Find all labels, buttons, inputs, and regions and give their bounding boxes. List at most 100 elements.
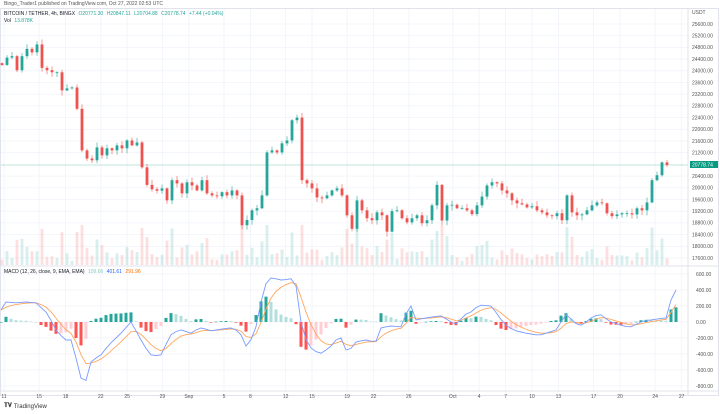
volume-bar [310,249,314,265]
histogram-bar [324,322,328,329]
candle-body [315,188,319,198]
time-tick-label: 4 [478,394,481,400]
candle [235,189,239,200]
histogram-bar [314,322,318,340]
histogram-bar [599,319,603,322]
candle [360,198,364,214]
histogram-value: 109.66 [87,269,104,275]
histogram-bar [219,321,223,322]
volume-bar [400,248,404,265]
histogram-bar [249,322,253,325]
candle-body [215,195,219,197]
volume-bar [415,252,419,265]
candle [55,71,59,78]
candle [190,177,194,191]
candle [340,184,344,198]
candle [115,142,119,155]
symbol-label[interactable]: BITCOIN / TETHER, 4h, BINGX [4,11,76,17]
volume-bar [560,252,564,265]
volume-bar [540,256,544,265]
candle-body [405,218,409,223]
candle-body [290,120,294,141]
candle [270,146,274,154]
histogram-bar [104,315,108,322]
volume-bar [535,254,539,265]
histogram-bar [149,322,153,333]
volume-bar [550,255,554,265]
candle [405,215,409,225]
candle-body [105,148,109,156]
candle-body [350,215,354,229]
histogram-bar [489,320,493,322]
price-tick-label: 19200.00 [692,209,713,215]
candle [210,191,214,198]
candle [20,53,24,73]
candle [440,183,444,225]
time-tick-label: 12 [283,394,289,400]
volume-bar [100,245,104,265]
histogram-bar [594,318,598,322]
time-tick-label: 7 [504,394,507,400]
time-tick-label: 25 [124,394,130,400]
macd-title[interactable]: MACD (12, 26, close, 9, EMA, EMA) [4,269,85,275]
tradingview-watermark[interactable]: 𝐓𝐕 TradingView [4,403,47,410]
histogram-bar [479,316,483,322]
candle [275,149,279,155]
candle-body [320,197,324,199]
histogram-bar [394,319,398,322]
candle-body [280,143,284,153]
candle-body [300,117,304,181]
candle-body [30,48,34,53]
volume-bar [520,254,524,265]
candle [460,205,464,210]
histogram-bar [334,318,338,322]
candle-body [545,212,549,216]
candle-body [185,182,189,194]
candle [490,178,494,189]
histogram-bar [49,322,53,331]
candle-body [360,200,364,211]
histogram-bar [534,322,538,325]
volume-bar [480,245,484,265]
volume-bar [625,256,629,265]
volume-bar [365,248,369,265]
histogram-bar [514,322,518,329]
volume-bar [490,257,494,265]
candle [580,212,584,221]
candle [575,207,579,221]
price-tick-label: 22400.00 [692,115,713,121]
candle [205,175,209,195]
candle-body [480,196,484,206]
histogram-bar [74,322,78,339]
histogram-bar [539,322,543,324]
histogram-bar [464,318,468,322]
candle [45,65,49,75]
candle-body [390,211,394,232]
candle [5,55,9,67]
volume-bar [280,249,284,265]
candle-body [460,208,464,210]
price-tick-label: 21200.00 [692,151,713,157]
volume-bar [80,225,84,265]
candle [145,163,149,187]
volume-bar [430,239,434,265]
volume-bar [565,227,569,265]
candle [505,186,509,198]
macd-tick-label: 400.00 [696,288,712,294]
volume-bar [200,243,204,265]
histogram-bar [444,322,448,324]
candle [80,104,84,153]
volume-bar [25,247,29,265]
volume-bar [260,241,264,265]
histogram-bar [229,321,233,322]
candle-body [530,206,534,208]
time-tick-label: 22 [98,394,104,400]
volume-bar [120,255,124,265]
volume-label[interactable]: Vol [4,18,11,24]
candle [560,209,564,224]
histogram-bar [509,322,513,330]
histogram-bar [169,313,173,322]
candle-body [620,213,624,215]
histogram-bar [329,322,333,324]
